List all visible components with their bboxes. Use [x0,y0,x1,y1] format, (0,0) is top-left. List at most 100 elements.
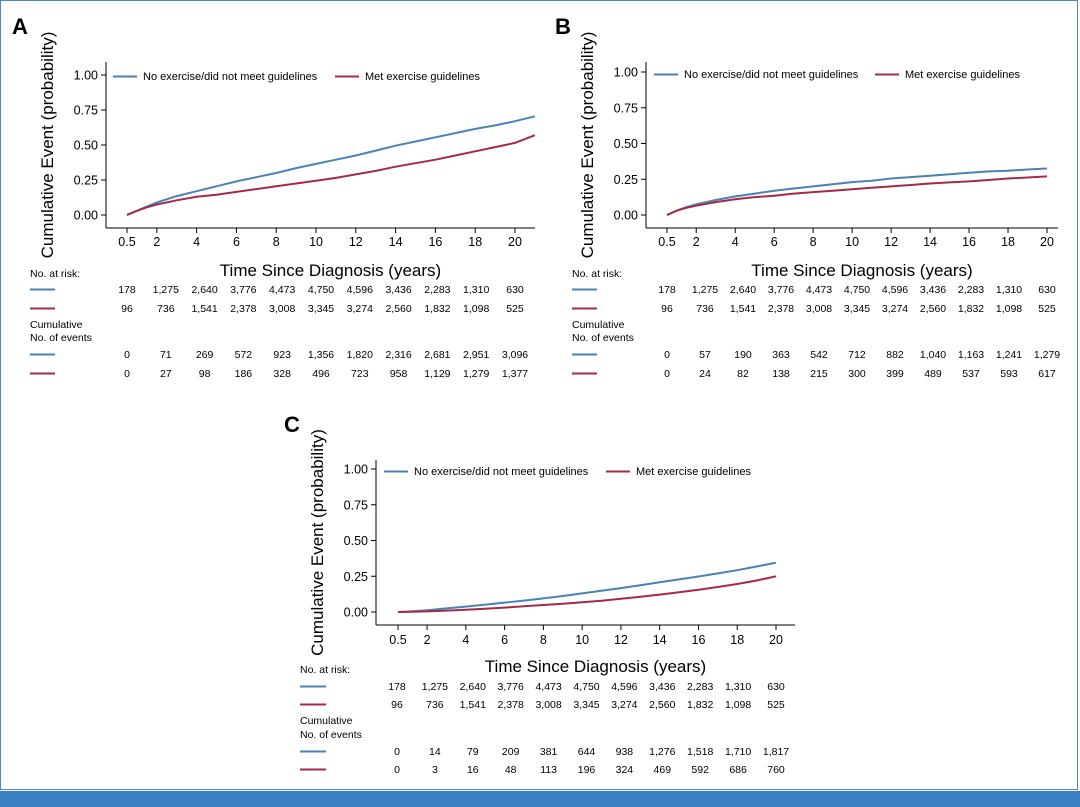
table-cell: 882 [886,349,904,361]
at-risk-row-met-guidelines: 96 736 1,541 2,378 3,008 3,345 3,274 2,560 1,832… [300,699,785,711]
panel-a: A 0.00 0.25 0.50 0.75 1.00 0.5 2 4 6 8 10 12 14 16 18 20… [12,14,536,380]
x-tick-label: 14 [923,235,937,249]
table-cell: 48 [505,764,517,776]
table-cell: 938 [616,746,634,758]
events-row-met-guidelines: 0 24 82 138 215 300 399 489 537 593 617 [572,368,1056,380]
table-cell: 1,098 [725,699,751,711]
at-risk-heading: No. at risk: [572,268,622,280]
x-tick-label: 16 [428,235,442,249]
table-cell: 113 [540,764,557,776]
table-cell: 196 [578,764,596,776]
table-cell: 328 [273,368,291,380]
x-tick-label: 2 [424,633,431,647]
table-cell: 1,310 [463,284,489,296]
x-tick-label: 8 [540,633,547,647]
table-cell: 3,008 [269,303,295,315]
y-axis-label: Cumulative Event (probability) [578,32,597,259]
table-cell: 4,596 [882,284,908,296]
y-tick-label: 0.50 [74,139,98,153]
table-cell: 1,310 [725,681,751,693]
table-cell: 1,279 [1034,349,1060,361]
x-tick-label: 4 [193,235,200,249]
legend: No exercise/did not meet guidelines Met e… [113,71,480,83]
table-cell: 1,541 [730,303,756,315]
table-cell: 2,951 [463,349,489,361]
table-cell: 489 [924,368,942,380]
y-tick-label: 0.25 [614,173,638,187]
x-tick-label: 0.5 [658,235,675,249]
table-cell: 2,378 [768,303,794,315]
table-cell: 572 [235,349,253,361]
table-cell: 3,345 [573,699,599,711]
table-cell: 644 [578,746,596,758]
table-cell: 1,820 [347,349,373,361]
legend-label-no-exercise: No exercise/did not meet guidelines [414,466,589,478]
table-cell: 630 [506,284,524,296]
x-tick-label: 0.5 [389,633,406,647]
y-tick-label: 1.00 [344,463,368,477]
table-cell: 96 [391,699,403,711]
x-tick-label: 8 [810,235,817,249]
table-cell: 4,473 [269,284,295,296]
x-axis-label: Time Since Diagnosis (years) [220,261,441,280]
x-tick-label: 16 [962,235,976,249]
table-cell: 630 [1038,284,1056,296]
table-cell: 3,436 [649,681,675,693]
panel-letter: A [12,14,28,39]
legend-label-met-guidelines: Met exercise guidelines [636,466,751,478]
table-cell: 2,681 [424,349,450,361]
table-cell: 79 [467,746,479,758]
table-cell: 2,560 [920,303,946,315]
cumulative-heading-line1: Cumulative [572,319,625,331]
y-tick-label: 0.50 [614,137,638,151]
series-line-no-exercise [397,561,777,613]
legend: No exercise/did not meet guidelines Met e… [384,466,751,478]
at-risk-heading: No. at risk: [300,664,350,676]
legend: No exercise/did not meet guidelines Met e… [654,69,1020,81]
table-cell: 0 [394,764,400,776]
panel-letter: B [555,14,571,39]
table-cell: 3,008 [535,699,561,711]
table-cell: 3 [432,764,438,776]
table-cell: 3,776 [498,681,524,693]
table-cell: 0 [394,746,400,758]
table-cell: 3,274 [611,699,637,711]
table-cell: 178 [388,681,406,693]
table-cell: 1,377 [502,368,528,380]
table-cell: 0 [124,368,130,380]
at-risk-row-met-guidelines: 96 736 1,541 2,378 3,008 3,345 3,274 2,560 1,832… [572,303,1056,315]
table-cell: 363 [772,349,790,361]
y-tick-label: 0.50 [344,534,368,548]
table-cell: 1,098 [463,303,489,315]
table-cell: 269 [196,349,214,361]
y-axis-label: Cumulative Event (probability) [38,32,57,259]
table-cell: 2,378 [498,699,524,711]
legend-label-no-exercise: No exercise/did not meet guidelines [143,71,318,83]
table-cell: 3,096 [502,349,528,361]
table-cell: 71 [160,349,172,361]
y-tick-label: 1.00 [614,66,638,80]
table-cell: 16 [467,764,479,776]
y-tick-label: 0.00 [344,606,368,620]
panel-letter: C [284,412,300,437]
y-tick-label: 1.00 [74,69,98,83]
y-tick-label: 0.00 [614,209,638,223]
table-cell: 1,832 [958,303,984,315]
at-risk-row-met-guidelines: 96 736 1,541 2,378 3,008 3,345 3,274 2,560 1,832… [30,303,524,315]
table-cell: 525 [767,699,785,711]
table-cell: 0 [124,349,130,361]
x-tick-label: 12 [884,235,898,249]
table-cell: 27 [160,368,172,380]
cumulative-heading-line1: Cumulative [30,319,83,331]
x-tick-label: 18 [730,633,744,647]
table-cell: 96 [661,303,673,315]
table-cell: 3,776 [230,284,256,296]
table-cell: 4,750 [308,284,334,296]
x-tick-label: 4 [462,633,469,647]
x-axis-label: Time Since Diagnosis (years) [751,261,972,280]
table-cell: 1,310 [996,284,1022,296]
x-tick-label: 4 [732,235,739,249]
table-cell: 209 [502,746,520,758]
